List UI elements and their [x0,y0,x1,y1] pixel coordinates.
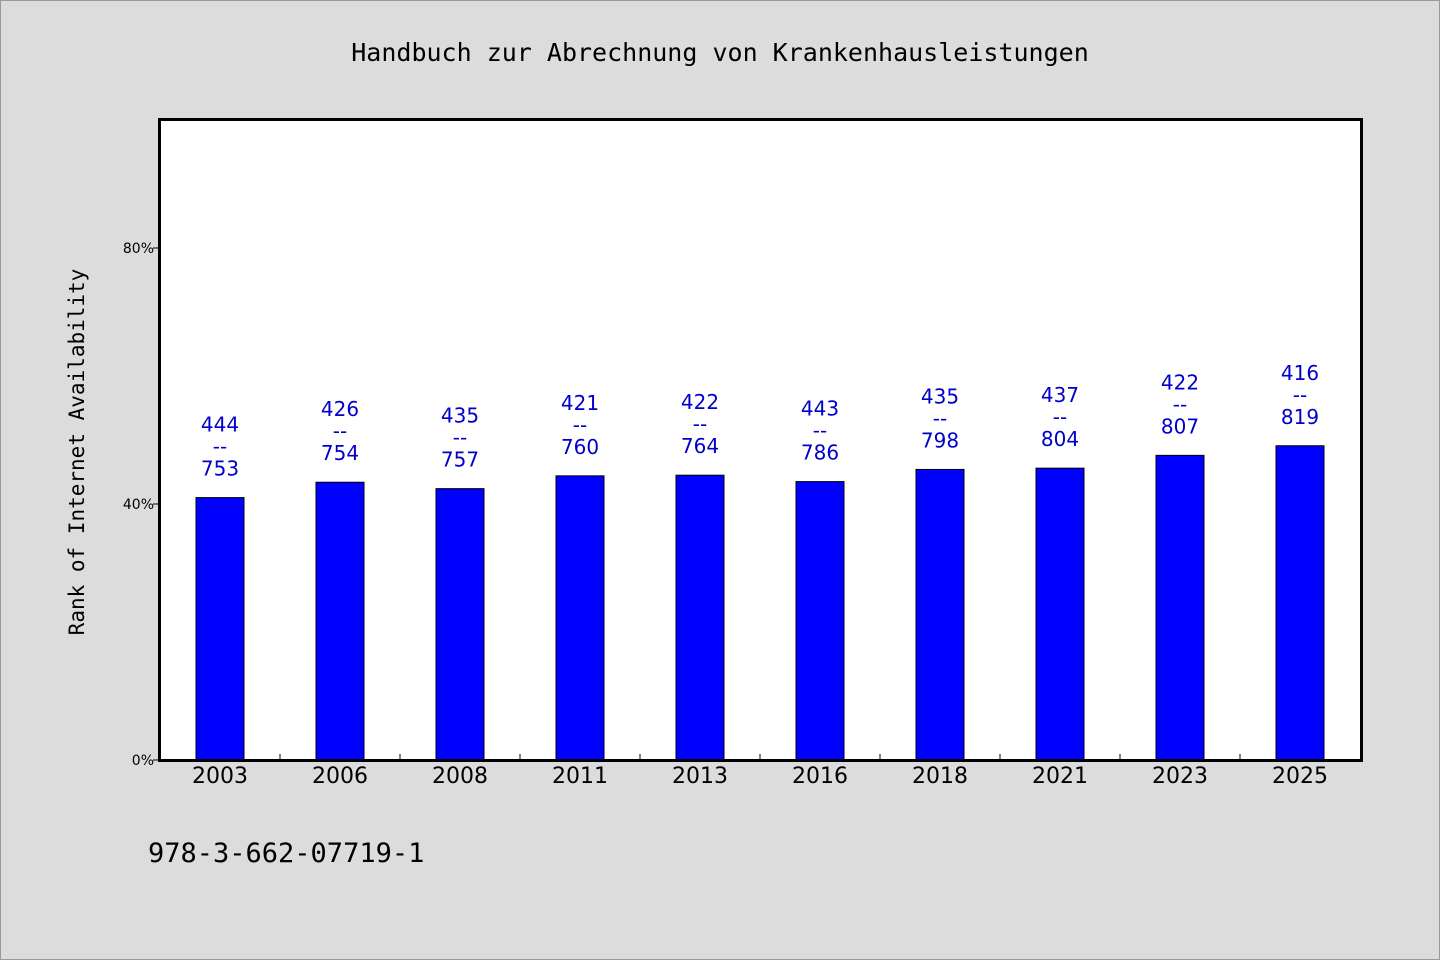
data-label-top-2023: 422 [1161,370,1199,394]
data-label-top-2011: 421 [561,391,599,415]
bar-2011 [555,475,605,761]
data-label-bottom-2023: 807 [1161,414,1199,438]
data-label-top-2003: 444 [201,413,239,437]
data-label-bottom-2006: 754 [321,441,359,465]
data-label-top-2013: 422 [681,390,719,414]
x-tick-label-2011: 2011 [552,764,608,789]
y-tick-label-40: 40% [123,497,154,513]
data-label-top-2008: 435 [441,404,479,428]
x-tick-label-2006: 2006 [312,764,368,789]
data-label-sep-2008: -- [453,426,467,450]
data-label-sep-2016: -- [813,419,827,443]
data-label-top-2006: 426 [321,397,359,421]
chart-title: Handbuch zur Abrechnung von Krankenhausl… [351,38,1089,67]
data-label-bottom-2008: 757 [441,448,479,472]
data-label-top-2018: 435 [921,384,959,408]
bar-2018 [915,468,965,761]
plot-border [158,118,1363,762]
data-label-sep-2011: -- [573,413,587,437]
bar-2025 [1275,445,1325,761]
x-tick-label-2025: 2025 [1272,764,1328,789]
bar-2023 [1155,454,1205,761]
data-label-sep-2021: -- [1053,405,1067,429]
data-label-sep-2006: -- [333,419,347,443]
data-label-top-2016: 443 [801,397,839,421]
data-label-bottom-2016: 786 [801,441,839,465]
bar-2008 [435,488,485,761]
x-tick-label-2018: 2018 [912,764,968,789]
data-label-sep-2013: -- [693,412,707,436]
data-label-bottom-2018: 798 [921,428,959,452]
data-label-bottom-2025: 819 [1281,405,1319,429]
bar-2021 [1035,467,1085,761]
x-tick-label-2013: 2013 [672,764,728,789]
footer-isbn: 978-3-662-07719-1 [148,838,424,869]
bar-2006 [315,481,365,761]
bar-2016 [795,481,845,761]
x-tick-label-2008: 2008 [432,764,488,789]
data-labels-layer: 444--753426--754435--757421--760422--764… [201,361,1319,481]
x-tick-label-2021: 2021 [1032,764,1088,789]
x-tick-label-2003: 2003 [192,764,248,789]
x-tick-label-2023: 2023 [1152,764,1208,789]
data-label-sep-2018: -- [933,406,947,430]
data-label-bottom-2011: 760 [561,435,599,459]
data-label-bottom-2021: 804 [1041,427,1079,451]
x-tick-label-2016: 2016 [792,764,848,789]
data-label-sep-2003: -- [213,435,227,459]
data-label-bottom-2013: 764 [681,434,719,458]
axis-ticks-layer: 2003 2006 2008 2011 2013 2016 2018 2021 2023 2025… [123,241,1328,789]
bar-2003 [195,497,245,761]
data-label-sep-2025: -- [1293,383,1307,407]
y-tick-label-0: 0% [132,753,154,769]
y-axis-label: Rank of Internet Availability [65,269,89,636]
data-label-bottom-2003: 753 [201,457,239,481]
data-label-sep-2023: -- [1173,392,1187,416]
bar-2013 [675,474,725,761]
data-label-top-2025: 416 [1281,361,1319,385]
bars-layer [195,445,1325,761]
data-label-top-2021: 437 [1041,383,1079,407]
y-tick-label-80: 80% [123,241,154,257]
